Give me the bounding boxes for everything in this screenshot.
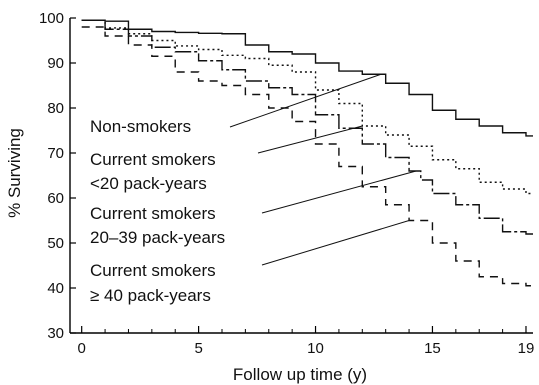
- axes: 30 40 50 60 70 80 90 100 0 5 10 15 19: [39, 10, 534, 357]
- y-tick-label: 80: [47, 100, 64, 117]
- y-tick-label: 40: [47, 280, 64, 297]
- series-line-1: [81, 19, 533, 137]
- y-tick-label: 70: [47, 145, 64, 162]
- annotations: Non-smokers Current smokers <20 pack-years…: [90, 73, 417, 305]
- y-tick-label: 50: [47, 235, 64, 252]
- y-axis-title: % Surviving: [5, 128, 24, 218]
- y-tick-label: 90: [47, 55, 64, 72]
- series-line-4: [81, 26, 533, 287]
- annotation-pointer-1: [229, 73, 382, 128]
- series-line-3: [81, 19, 533, 235]
- plot-lines: [81, 19, 533, 287]
- x-tick-label: 0: [78, 340, 86, 357]
- series-annotation-4: Current smokers: [90, 261, 216, 280]
- x-tick-label: 19: [518, 340, 535, 357]
- series-annotation-3: Current smokers: [90, 204, 216, 223]
- y-tick-label: 100: [39, 10, 64, 27]
- x-tick-label: 10: [307, 340, 324, 357]
- series-annotation-2: Current smokers: [90, 150, 216, 169]
- annotation-pointer-4: [261, 220, 410, 266]
- x-tick-label: 15: [424, 340, 441, 357]
- annotation-pointer-3: [261, 170, 417, 214]
- x-axis-title: Follow up time (y): [233, 365, 367, 384]
- series-annotation-3: 20–39 pack-years: [90, 228, 225, 247]
- series-annotation-2: <20 pack-years: [90, 174, 207, 193]
- annotation-pointer-2: [257, 125, 363, 154]
- x-tick-label: 5: [194, 340, 202, 357]
- y-tick-label: 30: [47, 325, 64, 342]
- y-tick-label: 60: [47, 190, 64, 207]
- series-annotation-1: Non-smokers: [90, 117, 191, 136]
- series-annotation-4: ≥ 40 pack-years: [90, 286, 211, 305]
